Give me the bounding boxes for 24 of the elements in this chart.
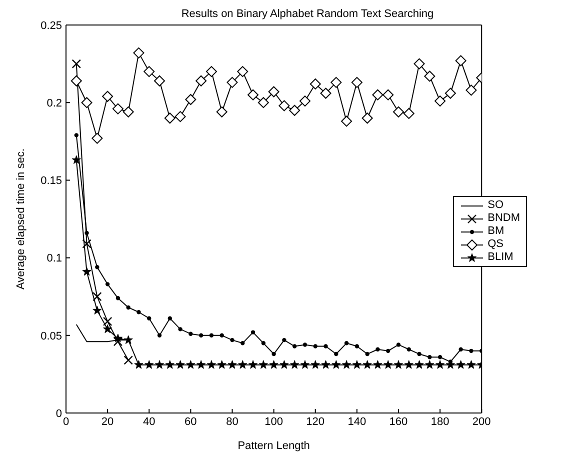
legend-label: QS bbox=[488, 238, 504, 251]
x-tick-label: 80 bbox=[226, 416, 238, 428]
y-tick-label: 0.05 bbox=[40, 330, 62, 342]
x-axis-title: Pattern Length bbox=[238, 440, 310, 452]
legend-label: SO bbox=[488, 199, 504, 212]
y-tick-label: 0.1 bbox=[46, 252, 62, 265]
x-tick-label: 120 bbox=[306, 416, 325, 428]
x-tick-label: 60 bbox=[184, 416, 197, 428]
x-tick-label: 100 bbox=[264, 416, 283, 428]
legend-label: BM bbox=[488, 225, 504, 238]
x-tick-label: 200 bbox=[472, 416, 491, 428]
legend-label: BNDM bbox=[488, 212, 520, 225]
chart-title: Results on Binary Alphabet Random Text Searching bbox=[180, 8, 435, 20]
legend-label: BLIM bbox=[488, 251, 514, 264]
y-tick-label: 0.25 bbox=[40, 20, 62, 32]
x-tick-label: 180 bbox=[430, 416, 450, 428]
y-tick-label: 0.2 bbox=[46, 98, 62, 110]
y-tick-label: 0.15 bbox=[40, 175, 62, 188]
x-tick-label: 40 bbox=[142, 416, 156, 428]
x-tick-label: 20 bbox=[101, 416, 114, 428]
x-tick-label: 140 bbox=[348, 416, 366, 428]
y-axis-title: Average elapsed time in sec. bbox=[14, 148, 27, 290]
x-tick-label: 160 bbox=[389, 416, 408, 428]
y-tick-label: 0 bbox=[56, 408, 62, 420]
